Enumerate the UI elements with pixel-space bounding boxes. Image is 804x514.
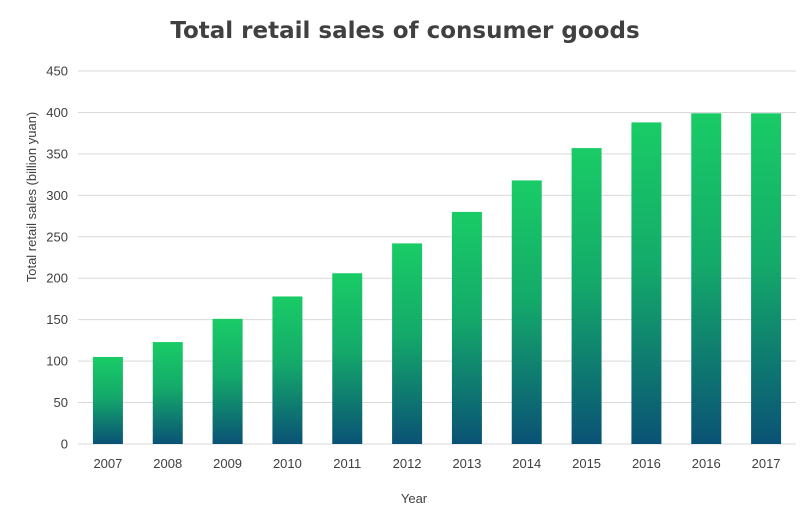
bar-2014 [511, 180, 542, 444]
x-tick-label: 2014 [512, 456, 541, 471]
bar-2016 [631, 122, 662, 444]
y-tick-label: 300 [46, 188, 68, 203]
bar-2015 [571, 148, 602, 444]
bar-2009 [212, 318, 243, 444]
y-tick-label: 200 [46, 271, 68, 286]
y-tick-label: 150 [46, 312, 68, 327]
x-tick-label: 2008 [153, 456, 182, 471]
bar-2008 [152, 342, 183, 444]
bar-2007 [92, 356, 123, 444]
y-tick-label: 400 [46, 105, 68, 120]
x-tick-label: 2010 [273, 456, 302, 471]
y-tick-label: 350 [46, 146, 68, 161]
y-tick-label: 250 [46, 229, 68, 244]
y-tick-label: 100 [46, 354, 68, 369]
x-tick-label: 2013 [452, 456, 481, 471]
x-tick-label: 2007 [93, 456, 122, 471]
bar-2010 [272, 296, 303, 444]
x-tick-label: 2015 [572, 456, 601, 471]
x-axis-label: Year [401, 491, 428, 506]
bar-2011 [332, 273, 363, 444]
bar-2013 [451, 211, 482, 444]
y-tick-label: 50 [54, 395, 68, 410]
chart-title: Total retail sales of consumer goods [170, 18, 639, 44]
x-tick-label: 2012 [393, 456, 422, 471]
y-tick-label: 450 [46, 64, 68, 79]
bar-2017 [751, 113, 782, 445]
x-tick-label: 2017 [752, 456, 781, 471]
x-axis-ticks: 2007 2008 2009 2010 2011 2012 2013 2014 2015 2016… [93, 456, 780, 471]
x-tick-label: 2016 [692, 456, 721, 471]
bar-2012 [392, 243, 423, 444]
x-tick-label: 2009 [213, 456, 242, 471]
x-tick-label: 2011 [333, 456, 361, 471]
bars [92, 113, 782, 445]
bar-2016 [691, 113, 722, 445]
x-tick-label: 2016 [632, 456, 661, 471]
y-axis-ticks: 0 50 100 150 200 250 300 350 400 450 [46, 64, 68, 452]
y-tick-label: 0 [61, 437, 68, 452]
y-axis-label: Total retail sales (billion yuan) [24, 112, 39, 283]
gridlines [78, 70, 796, 445]
